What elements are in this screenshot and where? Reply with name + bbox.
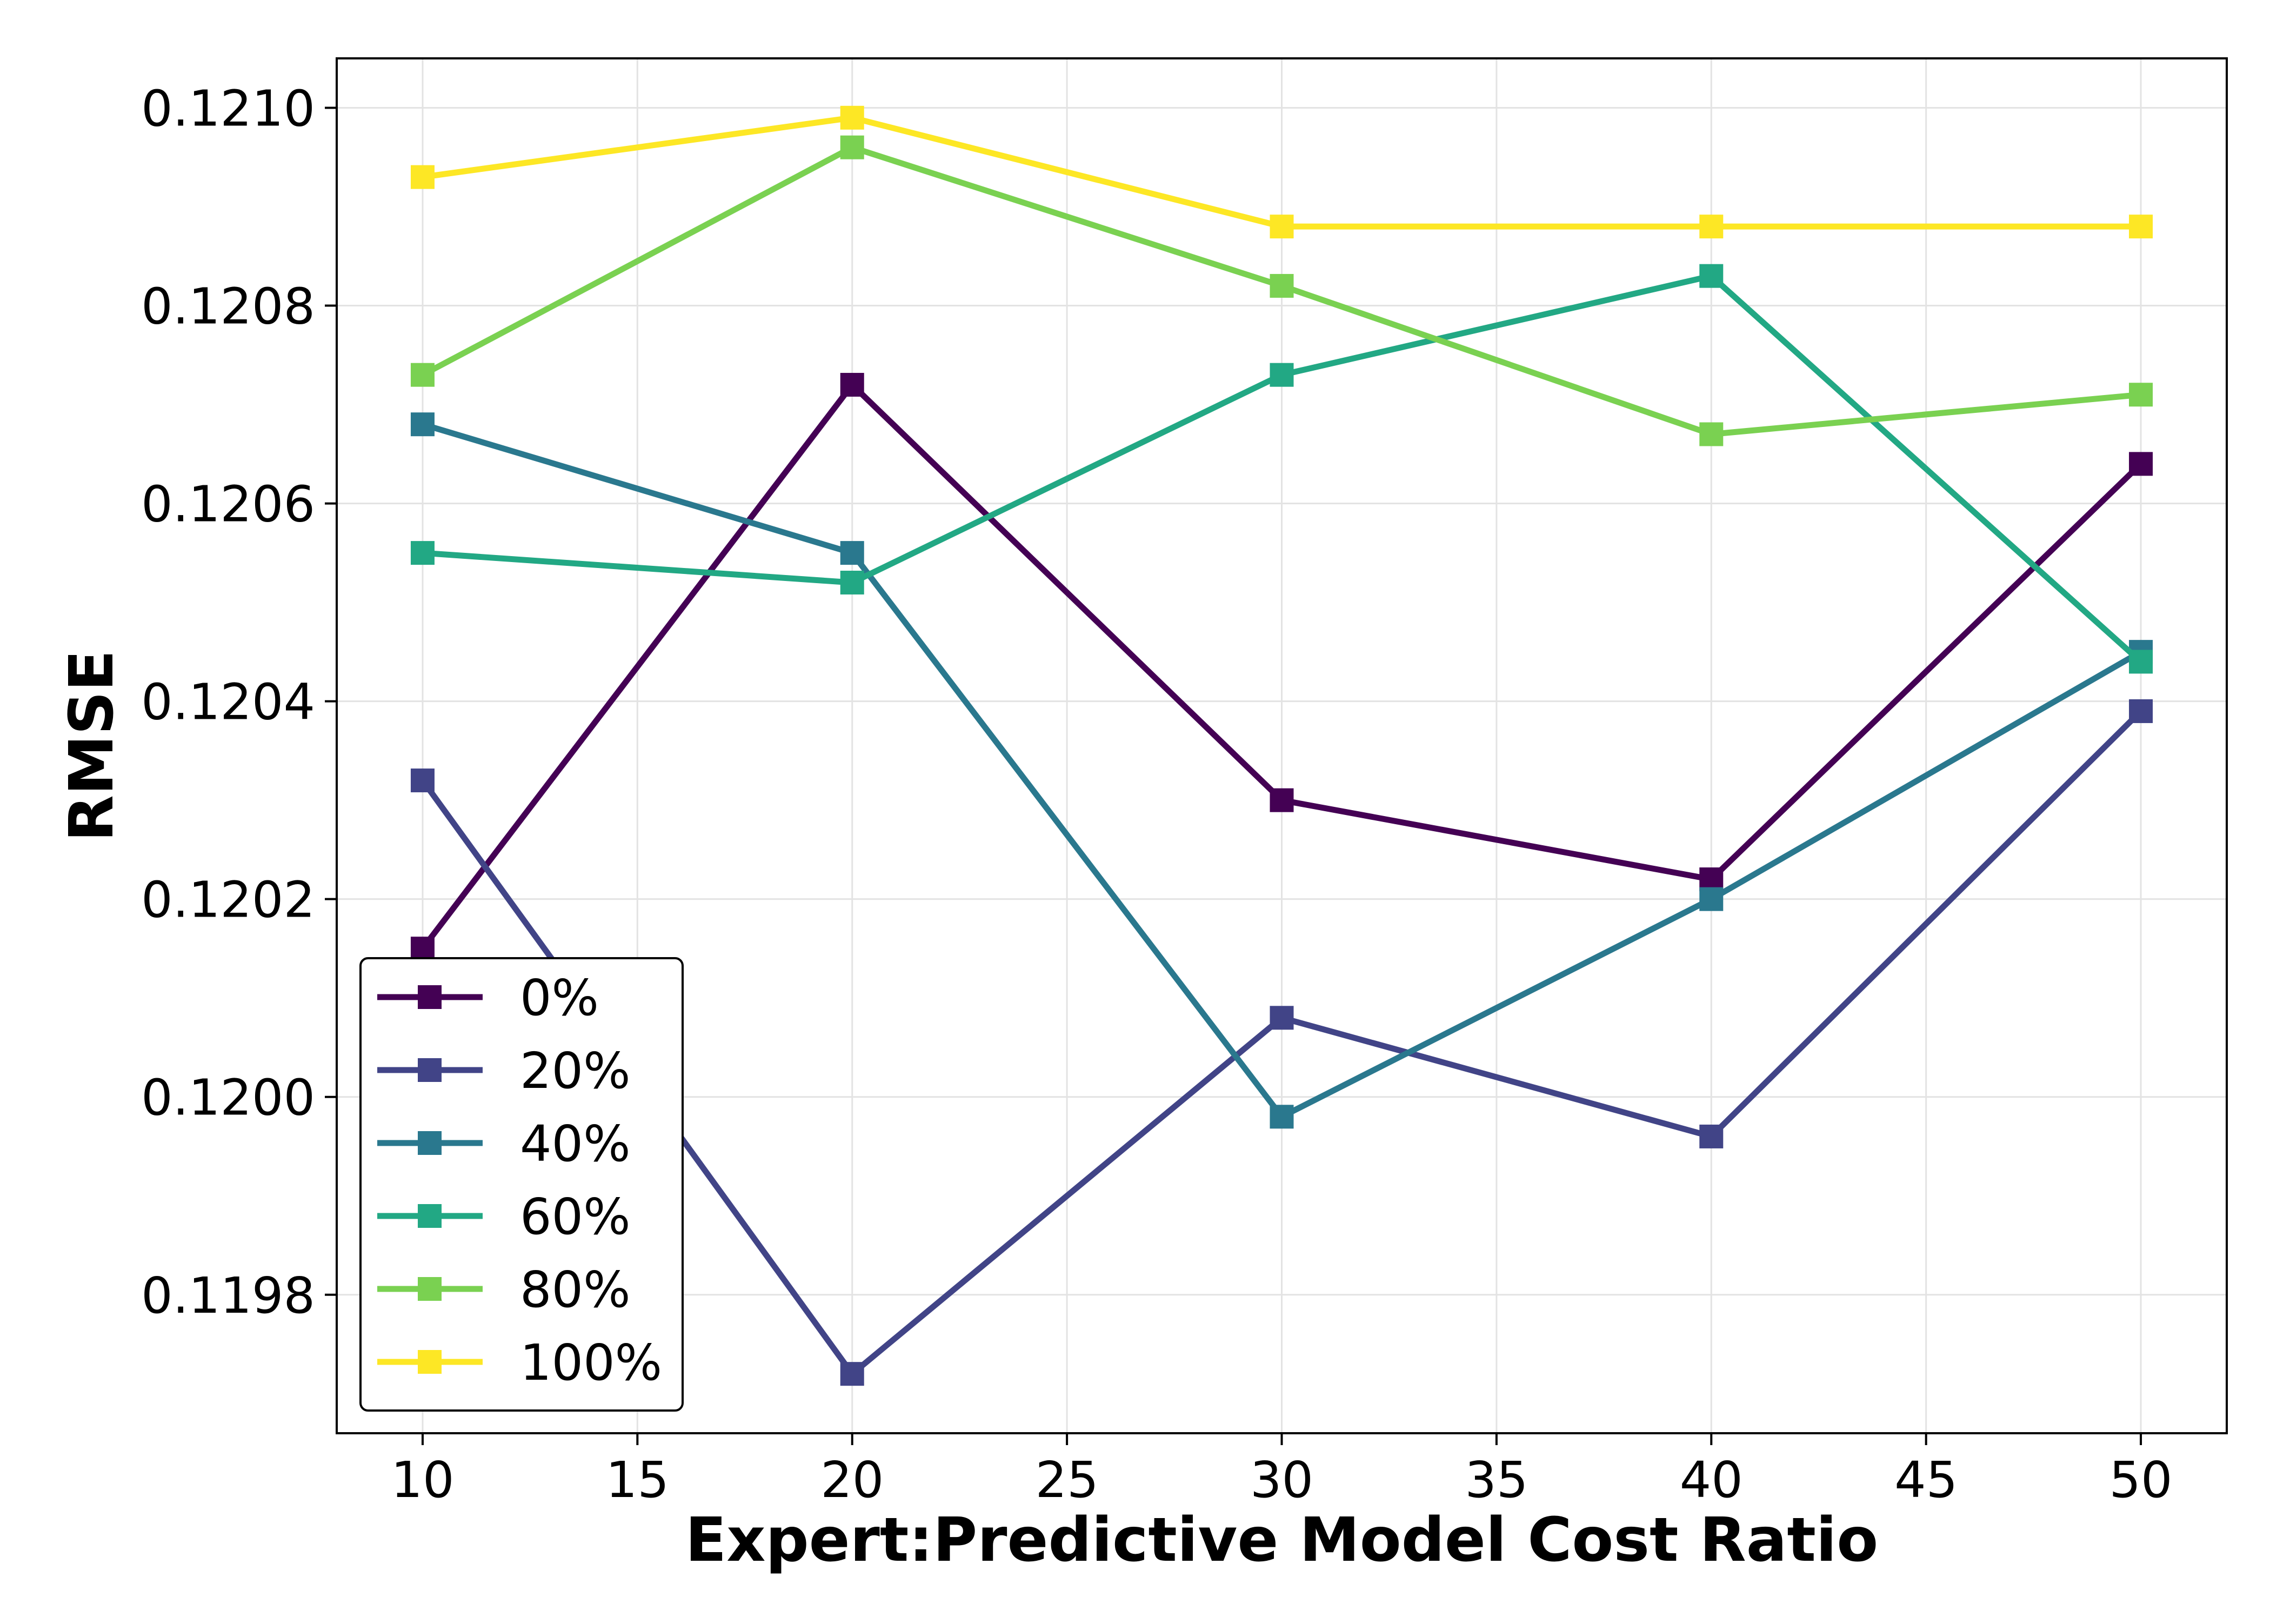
legend-item: 80%	[377, 1261, 630, 1319]
x-tick-label: 30	[1250, 1451, 1313, 1509]
data-point	[2129, 215, 2153, 239]
legend-item: 100%	[377, 1334, 662, 1392]
x-axis-ticks: 10 15 20 25 30 35 40 45 50	[391, 1433, 2173, 1509]
data-point	[410, 363, 435, 387]
x-tick-label: 15	[606, 1451, 669, 1509]
data-point	[2129, 383, 2153, 407]
data-point	[2129, 650, 2153, 674]
legend-label: 60%	[520, 1188, 630, 1246]
x-tick-label: 20	[820, 1451, 884, 1509]
y-tick-label: 0.1200	[141, 1069, 315, 1127]
data-point	[840, 541, 864, 565]
x-tick-label: 45	[1894, 1451, 1958, 1509]
legend-label: 20%	[520, 1042, 630, 1100]
legend-label: 100%	[520, 1334, 662, 1392]
data-point	[1699, 1124, 1724, 1148]
legend-label: 0%	[520, 969, 599, 1027]
data-point	[410, 937, 435, 961]
x-tick-label: 50	[2109, 1451, 2173, 1509]
data-point	[1270, 788, 1294, 812]
data-point	[1699, 264, 1724, 288]
data-point	[1270, 1105, 1294, 1129]
data-point	[410, 768, 435, 793]
data-point	[840, 105, 864, 130]
data-point	[840, 372, 864, 397]
data-point	[1270, 363, 1294, 387]
x-axis-title: Expert:Predictive Model Cost Ratio	[685, 1505, 1879, 1575]
legend-marker	[418, 1350, 442, 1374]
y-axis-title: RMSE	[57, 650, 127, 842]
legend-label: 80%	[520, 1261, 630, 1319]
data-point	[1699, 215, 1724, 239]
legend-marker	[418, 1131, 442, 1155]
data-point	[1270, 273, 1294, 298]
series-80%	[410, 135, 2153, 446]
series-20%	[410, 699, 2153, 1386]
series-60%	[410, 264, 2153, 674]
y-tick-label: 0.1204	[141, 673, 315, 731]
y-axis-ticks: 0.1198 0.1200 0.1202 0.1204 0.1206 0.1208 0.12…	[141, 80, 337, 1325]
legend-marker	[418, 985, 442, 1009]
data-point	[1270, 215, 1294, 239]
legend-label: 40%	[520, 1115, 630, 1173]
x-tick-label: 35	[1465, 1451, 1528, 1509]
series-100%	[410, 105, 2153, 239]
legend: 0% 20% 40% 60% 80% 100%	[359, 957, 684, 1412]
y-tick-label: 0.1208	[141, 278, 315, 336]
data-point	[840, 135, 864, 159]
data-point	[2129, 452, 2153, 476]
series-40%	[410, 412, 2153, 1129]
y-tick-label: 0.1198	[141, 1267, 315, 1325]
data-point	[840, 571, 864, 595]
data-point	[1699, 422, 1724, 446]
data-point	[840, 1362, 864, 1386]
y-tick-label: 0.1202	[141, 871, 315, 929]
data-point	[1270, 1006, 1294, 1030]
legend-marker	[418, 1204, 442, 1228]
data-point	[410, 165, 435, 189]
x-tick-label: 25	[1036, 1451, 1099, 1509]
x-tick-label: 40	[1680, 1451, 1743, 1509]
series-lines	[410, 105, 2153, 1386]
legend-item: 0%	[377, 969, 599, 1027]
legend-item: 40%	[377, 1115, 630, 1173]
data-point	[1699, 887, 1724, 911]
y-tick-label: 0.1206	[141, 476, 315, 533]
data-point	[2129, 699, 2153, 723]
legend-marker	[418, 1058, 442, 1082]
x-tick-label: 10	[391, 1451, 454, 1509]
data-point	[410, 412, 435, 437]
legend-marker	[418, 1277, 442, 1301]
data-point	[410, 541, 435, 565]
y-tick-label: 0.1210	[141, 80, 315, 138]
legend-item: 60%	[377, 1188, 630, 1246]
legend-item: 20%	[377, 1042, 630, 1100]
